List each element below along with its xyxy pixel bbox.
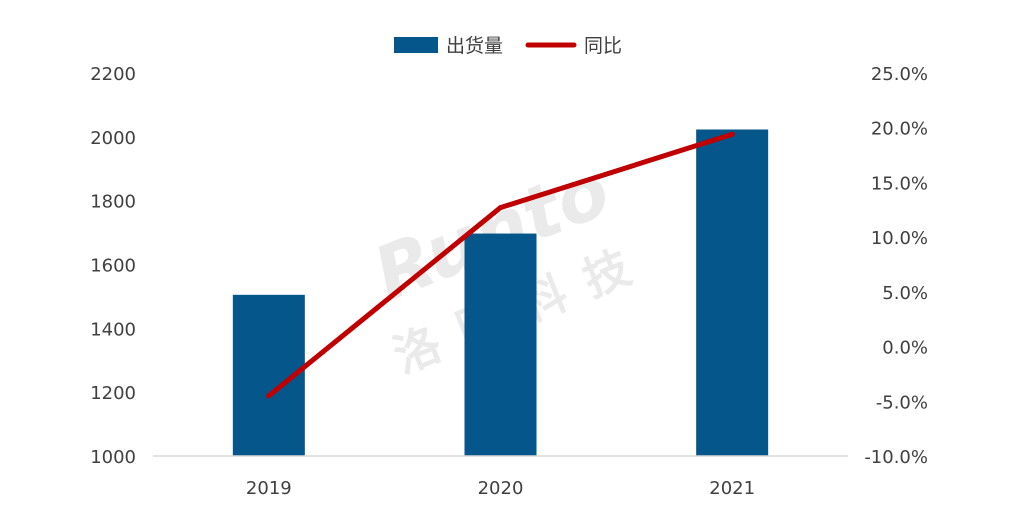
left-tick-label: 1200 bbox=[90, 383, 136, 404]
left-tick-label: 1800 bbox=[90, 192, 136, 213]
right-tick-label: 15.0% bbox=[871, 173, 928, 194]
bar bbox=[464, 233, 537, 456]
right-tick-label: 20.0% bbox=[871, 119, 928, 140]
x-tick-label: 2021 bbox=[709, 478, 755, 499]
right-axis-ticks: -10.0% -5.0% 0.0% 5.0% 10.0% 15.0% 20.0% 25.0% bbox=[864, 64, 928, 468]
x-tick-label: 2019 bbox=[246, 478, 292, 499]
legend-bar-swatch bbox=[394, 37, 438, 53]
x-tick-label: 2020 bbox=[478, 478, 524, 499]
line-point bbox=[498, 205, 503, 211]
line-point bbox=[266, 393, 272, 399]
bar-series bbox=[232, 129, 769, 456]
right-tick-label: 0.0% bbox=[882, 338, 928, 359]
right-tick-label: 25.0% bbox=[871, 64, 928, 85]
legend-bar-label: 出货量 bbox=[446, 35, 503, 57]
legend-line-label: 同比 bbox=[584, 35, 622, 57]
left-tick-label: 1400 bbox=[90, 319, 136, 340]
left-tick-label: 2200 bbox=[90, 64, 136, 85]
line-point bbox=[729, 131, 735, 137]
left-tick-label: 1000 bbox=[90, 447, 136, 468]
right-tick-label: 5.0% bbox=[882, 283, 928, 304]
right-tick-label: -5.0% bbox=[876, 392, 928, 413]
bar bbox=[696, 129, 769, 456]
right-tick-label: 10.0% bbox=[871, 228, 928, 249]
line-series bbox=[266, 131, 735, 399]
x-axis-labels: 2019 2020 2021 bbox=[246, 478, 755, 499]
legend: 出货量 同比 bbox=[394, 35, 622, 57]
left-axis-ticks: 1000 1200 1400 1600 1800 2000 2200 bbox=[90, 64, 136, 468]
right-tick-label: -10.0% bbox=[864, 447, 928, 468]
left-tick-label: 1600 bbox=[90, 256, 136, 277]
left-tick-label: 2000 bbox=[90, 128, 136, 149]
